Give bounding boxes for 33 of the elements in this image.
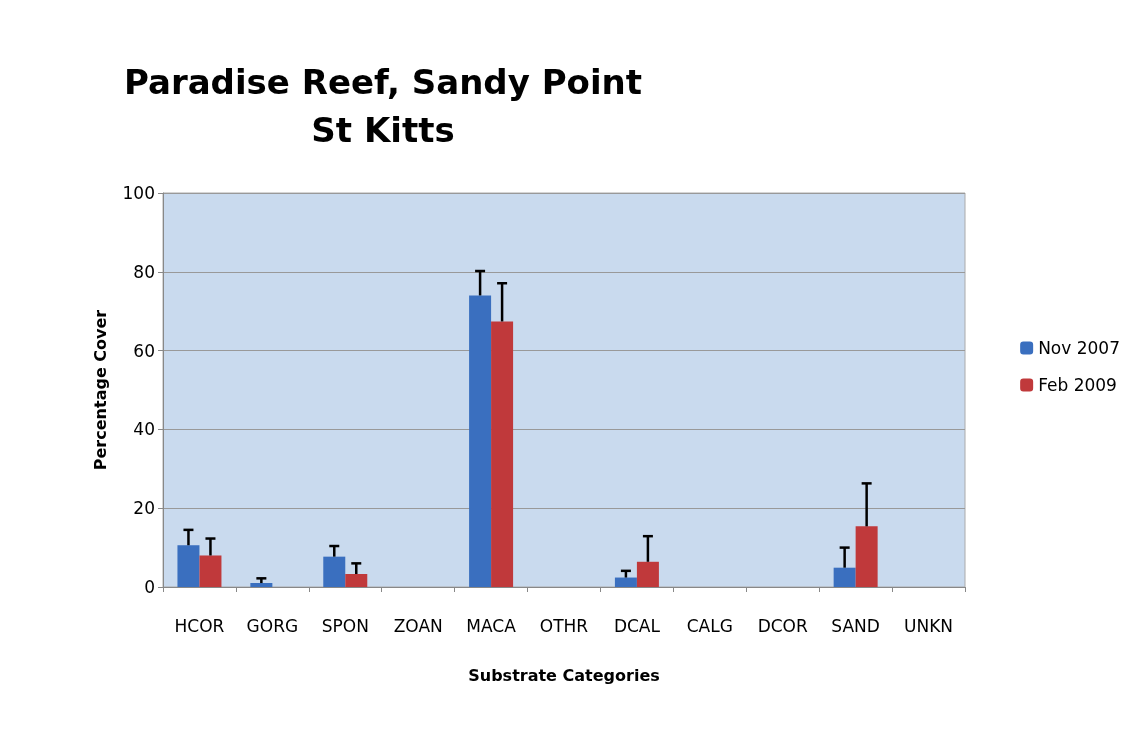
x-tick-label: ZOAN <box>393 615 443 636</box>
x-tick-label: UNKN <box>904 615 954 636</box>
x-tick-label: HCOR <box>174 615 225 636</box>
bar <box>250 583 273 587</box>
bar <box>177 545 200 587</box>
y-tick-label: 100 <box>122 183 155 203</box>
y-tick-label: 60 <box>133 340 155 361</box>
y-tick-label: 20 <box>133 498 155 519</box>
bar <box>833 567 856 587</box>
x-tick-label: GORG <box>246 615 299 636</box>
bar <box>345 574 368 587</box>
x-axis-title: Substrate Categories <box>468 665 660 685</box>
bar <box>469 295 492 587</box>
y-tick-label: 0 <box>144 577 155 597</box>
bar <box>491 321 514 587</box>
bar <box>199 555 222 587</box>
y-tick-label: 40 <box>133 419 155 440</box>
y-tick-label: 80 <box>133 261 155 282</box>
bar <box>636 561 659 587</box>
x-tick-label: CALG <box>686 615 733 636</box>
y-axis-title: Percentage Cover <box>90 309 110 471</box>
x-tick-label: MACA <box>466 615 517 636</box>
bar <box>855 526 878 587</box>
x-tick-label: DCAL <box>613 615 661 636</box>
bar <box>323 556 346 587</box>
x-tick-label: DCOR <box>757 615 808 636</box>
x-tick-label: SPON <box>321 615 369 636</box>
x-tick-label: OTHR <box>539 615 589 636</box>
x-tick-label: SAND <box>831 615 880 636</box>
legend-label: Nov 2007 <box>1038 338 1121 358</box>
legend-label: Feb 2009 <box>1038 375 1117 395</box>
bar <box>614 577 637 587</box>
chart-title: Paradise Reef, Sandy Point St Kitts <box>123 62 643 150</box>
